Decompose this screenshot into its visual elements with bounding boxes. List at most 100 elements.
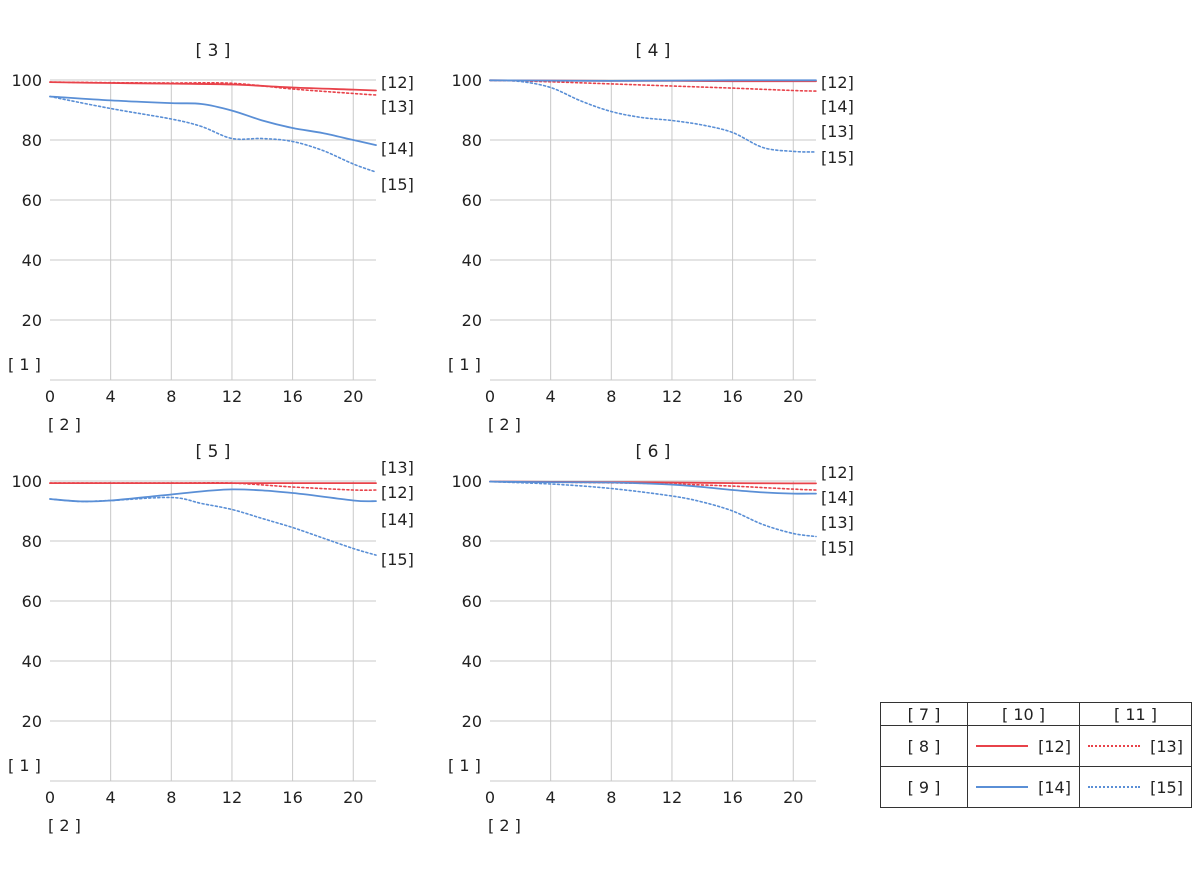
legend-row-label-red: [ 8 ]: [881, 725, 968, 768]
y-tick-label: 20: [22, 712, 42, 731]
x-tick-label: 12: [662, 788, 682, 807]
legend-swatch-blue-dotted: [1088, 786, 1141, 789]
x-tick-label: 4: [106, 788, 116, 807]
x-tick-label: 16: [722, 387, 742, 406]
x-tick-label: 4: [546, 788, 556, 807]
x-tick-label: 16: [282, 788, 302, 807]
y-tick-label: 80: [22, 131, 42, 150]
x-tick-label: 8: [166, 788, 176, 807]
y-axis-label: [ 1 ]: [448, 756, 481, 775]
series-end-label: [12]: [821, 73, 854, 92]
series-end-label: [12]: [381, 73, 414, 92]
series-end-label: [15]: [821, 148, 854, 167]
y-tick-label: 40: [462, 251, 482, 270]
chart-panel-3: 20 40 60 80 100 0 4 8 12 16 20 [ 5 ] [ 1 ] [ 2 ] [13] […: [8, 442, 414, 835]
x-tick-label: 0: [45, 788, 55, 807]
x-tick-label: 16: [722, 788, 742, 807]
x-tick-label: 16: [282, 387, 302, 406]
x-tick-label: 20: [783, 788, 803, 807]
legend-label-red-dotted: [13]: [1150, 736, 1183, 756]
x-tick-label: 8: [606, 387, 616, 406]
y-tick-label: 60: [462, 191, 482, 210]
y-tick-label: 40: [462, 652, 482, 671]
series-end-label: [15]: [381, 550, 414, 569]
series-end-label: [13]: [821, 122, 854, 141]
legend-row-label-blue: [ 9 ]: [881, 766, 968, 807]
chart-title: [ 4 ]: [636, 41, 671, 61]
series-end-label: [14]: [821, 97, 854, 116]
x-tick-label: 12: [662, 387, 682, 406]
y-axis-label: [ 1 ]: [8, 756, 41, 775]
legend-table: [ 7 ] [ 10 ] [ 11 ] [ 8 ] [12] [13] [ 9 …: [880, 702, 1192, 808]
legend-label-blue-solid: [14]: [1038, 777, 1071, 797]
series-end-label: [13]: [821, 513, 854, 532]
x-tick-label: 4: [106, 387, 116, 406]
chart-title: [ 5 ]: [196, 442, 231, 462]
y-tick-label: 80: [462, 131, 482, 150]
y-tick-label: 60: [22, 592, 42, 611]
y-axis-label: [ 1 ]: [448, 355, 481, 374]
x-tick-label: 4: [546, 387, 556, 406]
chart-panel-4: 20 40 60 80 100 0 4 8 12 16 20 [ 6 ] [ 1 ] [ 2 ] [12] […: [448, 442, 854, 835]
x-axis-label: [ 2 ]: [48, 816, 81, 835]
legend-label-red-solid: [12]: [1038, 736, 1071, 756]
y-tick-label: 60: [462, 592, 482, 611]
x-tick-label: 0: [485, 788, 495, 807]
series-end-label: [12]: [381, 483, 414, 502]
y-tick-label: 40: [22, 251, 42, 270]
series-line-blue-solid: [49, 488, 377, 503]
x-tick-label: 0: [485, 387, 495, 406]
y-tick-label: 80: [22, 532, 42, 551]
legend-label-blue-dotted: [15]: [1150, 777, 1183, 797]
legend-swatch-blue-solid: [976, 786, 1029, 789]
series-line-blue-dotted: [489, 480, 817, 538]
series-line-blue-dotted: [489, 79, 817, 153]
y-tick-label: 100: [11, 71, 42, 90]
chart-panel-1: 20 40 60 80 100 0 4 8 12 16 20 [ 3 ] [ 1 ] [ 2 ] [12] […: [8, 41, 414, 434]
series-end-label: [13]: [381, 458, 414, 477]
x-tick-label: 8: [606, 788, 616, 807]
y-tick-label: 60: [22, 191, 42, 210]
series-end-label: [14]: [821, 488, 854, 507]
y-tick-label: 100: [11, 472, 42, 491]
series-line-red-dotted: [49, 482, 377, 492]
series-line-blue-solid: [49, 95, 377, 146]
y-tick-label: 20: [462, 311, 482, 330]
x-tick-label: 8: [166, 387, 176, 406]
legend-header-2: [ 11 ]: [1079, 703, 1191, 727]
chart-title: [ 3 ]: [196, 41, 231, 61]
legend-swatch-red-dotted: [1088, 745, 1141, 748]
chart-title: [ 6 ]: [636, 442, 671, 462]
legend-header-1: [ 10 ]: [966, 703, 1081, 727]
series-line-blue-dotted: [49, 95, 377, 173]
x-tick-label: 12: [222, 788, 242, 807]
legend-header-0: [ 7 ]: [881, 703, 968, 727]
x-axis-label: [ 2 ]: [48, 415, 81, 434]
x-tick-label: 20: [783, 387, 803, 406]
y-tick-label: 40: [22, 652, 42, 671]
y-axis-label: [ 1 ]: [8, 355, 41, 374]
y-tick-label: 100: [451, 71, 482, 90]
series-end-label: [15]: [381, 175, 414, 194]
x-tick-label: 0: [45, 387, 55, 406]
y-tick-label: 20: [462, 712, 482, 731]
y-tick-label: 20: [22, 311, 42, 330]
series-line-blue-solid: [489, 480, 817, 495]
series-line-red-dotted: [49, 81, 377, 96]
series-end-label: [14]: [381, 510, 414, 529]
x-axis-label: [ 2 ]: [488, 816, 521, 835]
legend-swatch-red-solid: [976, 745, 1029, 748]
x-axis-label: [ 2 ]: [488, 415, 521, 434]
series-line-red-dotted: [489, 79, 817, 92]
x-tick-label: 20: [343, 387, 363, 406]
y-tick-label: 100: [451, 472, 482, 491]
series-end-label: [13]: [381, 97, 414, 116]
series-line-blue-solid: [489, 79, 817, 82]
series-end-label: [15]: [821, 538, 854, 557]
x-tick-label: 12: [222, 387, 242, 406]
series-line-blue-dotted: [49, 496, 377, 556]
x-tick-label: 20: [343, 788, 363, 807]
y-tick-label: 80: [462, 532, 482, 551]
chart-panel-2: 20 40 60 80 100 0 4 8 12 16 20 [ 4 ] [ 1 ] [ 2 ] [12] […: [448, 41, 854, 434]
